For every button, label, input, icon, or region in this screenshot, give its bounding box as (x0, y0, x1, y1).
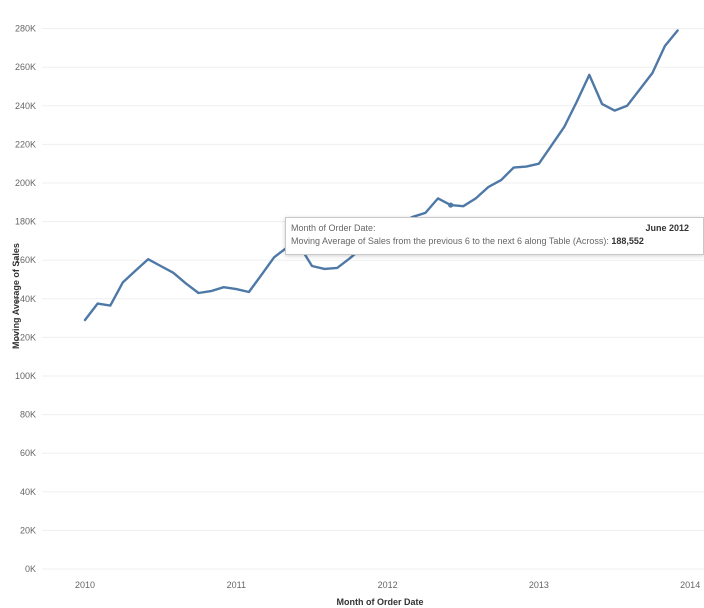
data-point[interactable] (272, 255, 276, 259)
data-point[interactable] (474, 196, 478, 200)
y-tick-label: 160K (15, 255, 36, 265)
y-tick-label: 20K (20, 525, 36, 535)
gridlines (42, 28, 704, 570)
data-point[interactable] (537, 162, 541, 166)
x-axis-ticks: 2010 2011 2012 2013 2014 (75, 580, 700, 590)
data-point[interactable] (222, 285, 226, 289)
data-point[interactable] (600, 102, 604, 106)
data-point[interactable] (234, 287, 238, 291)
data-point[interactable] (171, 271, 175, 275)
data-point[interactable] (613, 109, 617, 113)
tooltip-sales-label: Moving Average of Sales from the previou… (291, 236, 609, 246)
x-tick-label: 2012 (378, 580, 398, 590)
data-point[interactable] (196, 291, 200, 295)
data-point[interactable] (575, 100, 579, 104)
data-point[interactable] (159, 264, 163, 268)
y-tick-label: 220K (15, 139, 36, 149)
data-point[interactable] (625, 104, 629, 108)
data-point[interactable] (108, 304, 112, 308)
tooltip-month-value: June 2012 (645, 223, 689, 233)
data-point[interactable] (562, 125, 566, 129)
data-point[interactable] (348, 256, 352, 260)
data-point[interactable] (96, 302, 100, 306)
tooltip-row-month: Month of Order Date: June 2012 (291, 222, 703, 235)
x-tick-label: 2011 (227, 580, 246, 590)
data-point[interactable] (83, 318, 87, 322)
y-axis-title: Moving Average of Sales (11, 243, 21, 349)
tooltip-sales-value: 188,552 (611, 236, 644, 246)
data-point[interactable] (663, 44, 667, 48)
x-tick-label: 2013 (529, 580, 549, 590)
data-point[interactable] (184, 281, 188, 285)
data-point[interactable] (323, 267, 327, 271)
y-tick-label: 200K (15, 178, 36, 188)
y-tick-label: 80K (20, 410, 36, 420)
data-point[interactable] (512, 166, 516, 170)
data-point[interactable] (461, 204, 465, 208)
data-point[interactable] (676, 29, 680, 33)
y-tick-label: 180K (15, 217, 36, 227)
y-tick-label: 40K (20, 487, 36, 497)
y-tick-label: 0K (25, 564, 36, 574)
y-tick-label: 260K (15, 62, 36, 72)
data-point[interactable] (650, 71, 654, 75)
y-tick-label: 100K (15, 371, 36, 381)
data-point[interactable] (121, 280, 125, 284)
tooltip-row-sales: Moving Average of Sales from the previou… (291, 235, 703, 248)
data-point[interactable] (524, 165, 528, 169)
data-points[interactable] (83, 29, 680, 323)
data-point[interactable] (335, 266, 339, 270)
data-point[interactable] (247, 290, 251, 294)
data-point[interactable] (436, 196, 440, 200)
data-point[interactable] (423, 211, 427, 215)
data-point[interactable] (549, 143, 553, 147)
data-point[interactable] (146, 257, 150, 261)
y-axis-ticks: 0K 20K 40K 60K 80K 100K 120K 140K 160K 180K 200K 22… (15, 24, 36, 574)
y-tick-label: 280K (15, 24, 36, 34)
tooltip: Month of Order Date: June 2012 Moving Av… (285, 217, 704, 255)
y-tick-label: 120K (15, 332, 36, 342)
data-point[interactable] (209, 289, 213, 293)
tooltip-month-label: Month of Order Date: (291, 223, 376, 233)
y-tick-label: 140K (15, 294, 36, 304)
data-point[interactable] (638, 87, 642, 91)
data-point[interactable] (260, 273, 264, 277)
x-tick-label: 2014 (680, 580, 700, 590)
data-point[interactable] (587, 73, 591, 77)
data-point[interactable] (133, 269, 137, 273)
data-point[interactable] (499, 178, 503, 182)
highlighted-point[interactable] (448, 202, 454, 208)
data-point[interactable] (310, 264, 314, 268)
x-axis-title: Month of Order Date (337, 597, 424, 607)
data-point[interactable] (487, 185, 491, 189)
x-tick-label: 2010 (75, 580, 95, 590)
y-tick-label: 60K (20, 448, 36, 458)
y-tick-label: 240K (15, 101, 36, 111)
